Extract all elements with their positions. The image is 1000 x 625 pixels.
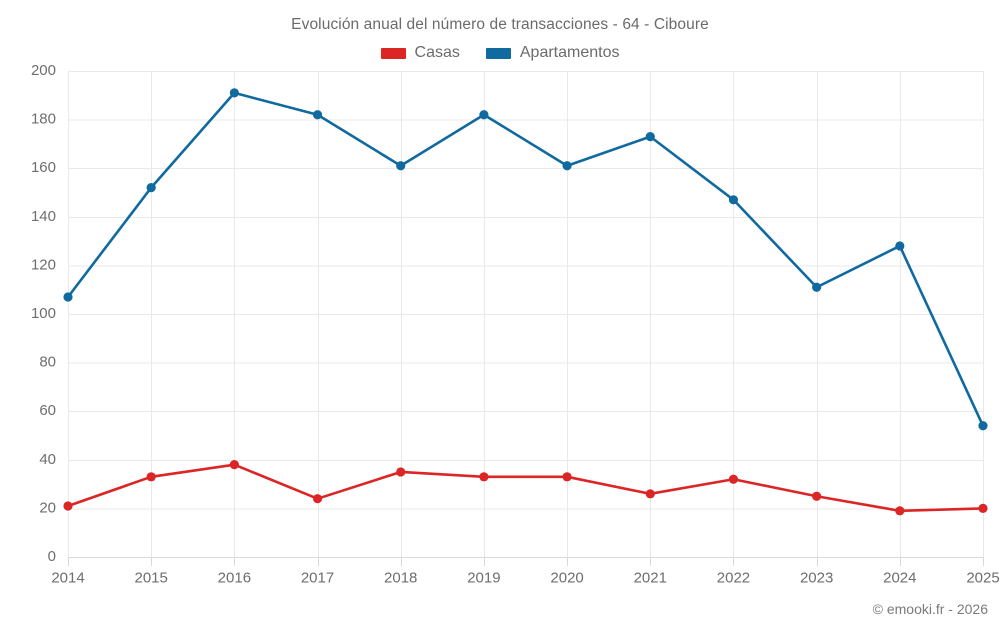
y-axis-tick-label: 40	[39, 451, 56, 468]
data-point-apartamentos-2018[interactable]	[396, 161, 406, 171]
x-axis-tick-label: 2023	[800, 569, 833, 586]
data-point-casas-2016[interactable]	[229, 460, 239, 470]
data-point-apartamentos-2016[interactable]	[229, 88, 239, 98]
data-point-casas-2024[interactable]	[895, 506, 905, 516]
x-axis-tick-label: 2024	[883, 569, 916, 586]
legend-swatch-casas	[380, 47, 406, 59]
data-point-apartamentos-2020[interactable]	[562, 161, 572, 171]
x-axis-tick-label: 2017	[301, 569, 334, 586]
data-point-casas-2018[interactable]	[396, 467, 406, 477]
data-point-apartamentos-2024[interactable]	[895, 241, 905, 251]
series-line-apartamentos	[66, 91, 985, 428]
chart-title: Evolución anual del número de transaccio…	[291, 16, 709, 33]
x-axis-tick-label: 2016	[218, 569, 251, 586]
legend-swatch-apartamentos	[485, 47, 511, 59]
y-axis-tick-label: 120	[31, 256, 56, 273]
y-axis-tick-label: 80	[39, 354, 56, 371]
data-point-apartamentos-2025[interactable]	[978, 421, 988, 431]
y-axis-tick-label: 100	[31, 305, 56, 322]
x-axis-tick-label: 2018	[384, 569, 417, 586]
data-point-casas-2014[interactable]	[63, 501, 73, 511]
chart-legend: Casas Apartamentos	[0, 44, 1000, 62]
data-point-casas-2020[interactable]	[562, 472, 572, 482]
data-point-casas-2019[interactable]	[479, 472, 489, 482]
y-axis-tick-label: 60	[39, 402, 56, 419]
y-axis-tick-label: 180	[31, 111, 56, 128]
x-axis-tick-label: 2019	[467, 569, 500, 586]
legend-label-apartamentos: Apartamentos	[519, 44, 620, 61]
data-point-casas-2015[interactable]	[146, 472, 156, 482]
data-point-apartamentos-2014[interactable]	[63, 292, 73, 302]
x-axis-tick-label: 2021	[634, 569, 667, 586]
x-axis-tick-label: 2020	[550, 569, 583, 586]
data-point-casas-2023[interactable]	[812, 491, 822, 501]
legend-label-casas: Casas	[414, 44, 460, 61]
data-point-apartamentos-2015[interactable]	[146, 183, 156, 193]
x-axis-tick-label: 2025	[966, 569, 999, 586]
x-axis-tick-label: 2022	[717, 569, 750, 586]
legend-item-apartamentos[interactable]: Apartamentos	[485, 44, 620, 62]
data-point-apartamentos-2022[interactable]	[728, 195, 739, 205]
data-point-apartamentos-2021[interactable]	[645, 132, 655, 142]
chart-credit: © emooki.fr - 2026	[872, 601, 988, 617]
y-axis-tick-label: 200	[31, 62, 56, 79]
series-line-casas	[66, 463, 985, 513]
x-axis-tick-label: 2014	[51, 569, 84, 586]
y-axis-tick-label: 20	[39, 499, 56, 516]
data-point-apartamentos-2017[interactable]	[312, 110, 323, 120]
data-point-casas-2025[interactable]	[978, 503, 988, 513]
x-axis-tick-label: 2015	[134, 569, 167, 586]
y-axis-tick-label: 160	[31, 159, 56, 176]
legend-item-casas[interactable]: Casas	[380, 44, 460, 62]
data-point-casas-2022[interactable]	[728, 474, 739, 484]
data-point-casas-2017[interactable]	[312, 494, 323, 504]
y-axis-tick-label: 0	[48, 548, 56, 565]
y-axis-tick-label: 140	[31, 208, 56, 225]
data-point-apartamentos-2019[interactable]	[479, 110, 489, 120]
data-point-casas-2021[interactable]	[645, 489, 655, 499]
data-point-apartamentos-2023[interactable]	[812, 282, 822, 292]
